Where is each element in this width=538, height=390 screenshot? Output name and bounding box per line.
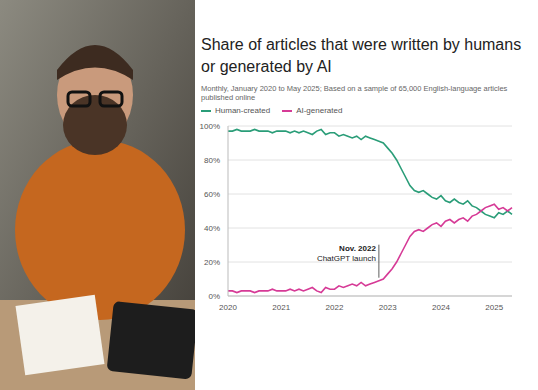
- svg-text:80%: 80%: [204, 156, 220, 165]
- svg-text:20%: 20%: [204, 258, 220, 267]
- svg-text:Nov. 2022: Nov. 2022: [339, 244, 376, 253]
- svg-text:ChatGPT launch: ChatGPT launch: [317, 254, 376, 263]
- svg-text:100%: 100%: [200, 122, 220, 131]
- svg-text:60%: 60%: [204, 190, 220, 199]
- svg-text:2024: 2024: [432, 303, 450, 312]
- svg-text:2021: 2021: [272, 303, 290, 312]
- html-text:Monthly, January 2020 to May 2: Monthly, January 2020 to May 2025; Based…: [201, 84, 508, 102]
- svg-text:2022: 2022: [326, 303, 344, 312]
- html-text:Human-created: Human-created: [215, 106, 271, 115]
- svg-text:2023: 2023: [379, 303, 397, 312]
- svg-text:2020: 2020: [219, 303, 237, 312]
- html-text:Share of articles that were wr: Share of articles that were written by h…: [201, 36, 522, 75]
- svg-text:2025: 2025: [485, 303, 503, 312]
- svg-text:0%: 0%: [208, 292, 220, 301]
- svg-text:40%: 40%: [204, 224, 220, 233]
- html-text:AI-generated: AI-generated: [296, 106, 343, 115]
